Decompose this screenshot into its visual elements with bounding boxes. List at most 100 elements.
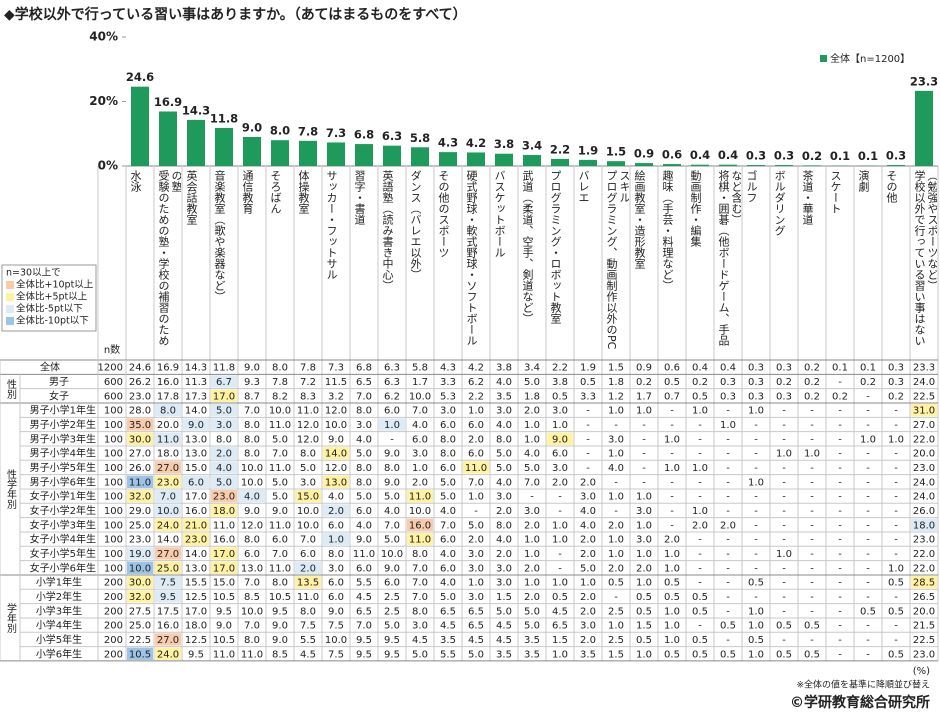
table-cell: 23.0 xyxy=(913,649,935,660)
table-cell: - xyxy=(866,391,870,402)
x-tick-label: 通信教育 xyxy=(241,170,254,214)
table-cell: 8.0 xyxy=(440,434,456,445)
highlight-cell xyxy=(295,575,321,589)
table-cell: 5.0 xyxy=(384,535,400,546)
table-cell: - xyxy=(530,492,534,503)
table-cell: 0.1 xyxy=(860,363,876,374)
table-cell: 11.8 xyxy=(213,363,235,374)
table-cell: 25.0 xyxy=(129,621,151,632)
table-cell: 5.0 xyxy=(300,463,316,474)
table-cell: 1.0 xyxy=(524,549,540,560)
table-cell: - xyxy=(726,506,730,517)
table-cell: 5.0 xyxy=(524,621,540,632)
highlight-cell xyxy=(127,547,153,560)
table-cell: 0.5 xyxy=(692,635,708,646)
table-cell: - xyxy=(698,420,702,431)
table-cell: - xyxy=(894,592,898,603)
table-cell: 1.0 xyxy=(664,434,680,445)
table-cell: - xyxy=(726,606,730,617)
table-cell: 1.0 xyxy=(664,635,680,646)
table-cell: 6.0 xyxy=(244,549,260,560)
table-cell: 0.5 xyxy=(692,592,708,603)
table-cell: 12.0 xyxy=(297,434,319,445)
table-cell: 4.0 xyxy=(440,549,456,560)
table-cell: 17.0 xyxy=(213,563,235,574)
table-cell: 5.0 xyxy=(272,434,288,445)
value-label: 24.6 xyxy=(126,70,154,84)
table-cell: 11.0 xyxy=(297,406,319,417)
table-cell: 0.5 xyxy=(720,649,736,660)
table-cell: 22.0 xyxy=(913,549,935,560)
table-cell: 3.0 xyxy=(440,406,456,417)
table-cell: 5.0 xyxy=(440,492,456,503)
table-cell: 6.0 xyxy=(328,578,344,589)
value-label: 16.9 xyxy=(154,95,182,109)
table-cell: 5.0 xyxy=(524,606,540,617)
table-cell: 0.3 xyxy=(720,391,736,402)
table-cell: 2.0 xyxy=(496,549,512,560)
x-tick-label: 動画制作・編集 xyxy=(689,170,702,247)
table-cell: - xyxy=(838,449,842,460)
table-cell: 1.2 xyxy=(608,391,624,402)
table-cell: 2.5 xyxy=(384,592,400,603)
table-cell: 3.0 xyxy=(300,477,316,488)
table-cell: 27.5 xyxy=(129,606,151,617)
table-cell: 11.0 xyxy=(213,649,235,660)
table-cell: 11.0 xyxy=(269,563,291,574)
highlight-cell xyxy=(211,561,237,574)
table-cell: 3.0 xyxy=(608,434,624,445)
bar xyxy=(747,165,765,166)
table-cell: - xyxy=(838,649,842,660)
highlight-cell xyxy=(155,432,181,445)
bar xyxy=(663,164,681,166)
highlight-cell xyxy=(183,518,209,531)
x-tick-label: 茶道・華道 xyxy=(801,170,814,225)
x-tick-label: 学校以外で行っている習い事はない（勉強やスポーツなど） xyxy=(913,170,937,346)
table-cell: 1.5 xyxy=(636,621,652,632)
table-cell: 26.2 xyxy=(129,377,151,388)
row-label: 男子小学4年生 xyxy=(30,447,96,460)
value-label: 1.9 xyxy=(578,143,598,157)
bar xyxy=(355,144,373,166)
table-cell: - xyxy=(810,520,814,531)
value-label: 14.3 xyxy=(182,103,210,117)
table-cell: 1.0 xyxy=(748,649,764,660)
table-cell: 0.3 xyxy=(748,377,764,388)
table-cell: 11.0 xyxy=(157,434,179,445)
table-cell: 14.0 xyxy=(185,406,207,417)
table-cell: 2.0 xyxy=(580,606,596,617)
highlight-cell xyxy=(379,418,405,431)
table-cell: - xyxy=(754,592,758,603)
table-cell: 1.0 xyxy=(748,406,764,417)
table-cell: 11.0 xyxy=(129,477,151,488)
table-cell: 9.0 xyxy=(356,535,372,546)
table-cell: 12.0 xyxy=(241,520,263,531)
highlight-cell xyxy=(323,532,349,546)
table-cell: - xyxy=(614,420,618,431)
table-cell: 2.0 xyxy=(692,520,708,531)
table-cell: 3.0 xyxy=(496,578,512,589)
bar xyxy=(579,159,597,166)
table-cell: 3.5 xyxy=(496,391,512,402)
x-tick-label: 将棋・囲碁（他ボードゲーム、手品など含む） xyxy=(717,170,741,346)
table-cell: 11.0 xyxy=(297,592,319,603)
value-label: 5.8 xyxy=(410,131,430,145)
bar xyxy=(383,145,401,166)
table-cell: 4.0 xyxy=(356,434,372,445)
x-tick-label: バスケットボール xyxy=(493,170,506,258)
table-cell: 6.7 xyxy=(216,377,232,388)
table-cell: 7.5 xyxy=(328,621,344,632)
table-cell: - xyxy=(866,535,870,546)
table-cell: 2.2 xyxy=(552,363,568,374)
table-cell: - xyxy=(698,535,702,546)
row-label: 男子小学5年生 xyxy=(30,461,96,474)
table-cell: 1.0 xyxy=(552,535,568,546)
table-cell: - xyxy=(866,520,870,531)
highlight-cell xyxy=(155,547,181,560)
table-cell: - xyxy=(782,592,786,603)
highlight-cell xyxy=(211,475,237,488)
row-label: 小学3年生 xyxy=(36,604,82,617)
table-cell: 22.5 xyxy=(913,635,935,646)
table-cell: - xyxy=(894,520,898,531)
table-cell: 16.0 xyxy=(213,535,235,546)
